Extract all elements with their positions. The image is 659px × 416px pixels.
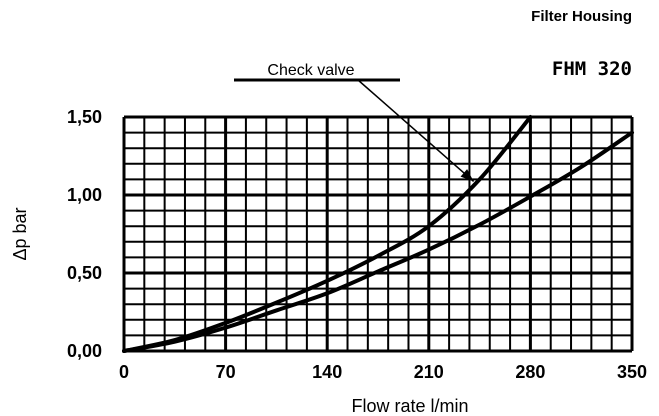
series-line-filter-housing [122,130,634,353]
annotation-arrowhead [460,169,474,182]
x-tick-label: 70 [216,362,236,382]
chart-grid [122,115,634,353]
x-axis-label: Flow rate l/min [351,396,468,416]
chart-annotations: Check valve [234,62,475,182]
y-tick-label: 0,50 [67,263,102,283]
y-tick-label: 0,00 [67,341,102,361]
page-subtitle: FHM 320 [551,58,632,80]
chart-series [122,115,634,353]
y-tick-label: 1,50 [67,107,102,127]
y-tick-label: 1,00 [67,185,102,205]
x-tick-label: 280 [515,362,545,382]
x-tick-label: 210 [414,362,444,382]
chart-ticks: 0 70 140 210 280 350 0,00 0,50 1,00 1,50 [67,107,647,382]
series-line-check-valve [122,115,533,353]
annotation-arrow-line [357,79,475,182]
x-tick-label: 0 [119,362,129,382]
x-tick-label: 350 [617,362,647,382]
annotation-label: Check valve [267,62,354,79]
page-title: Filter Housing [531,8,632,25]
x-tick-label: 140 [312,362,342,382]
y-axis-label: Δp bar [10,207,30,260]
